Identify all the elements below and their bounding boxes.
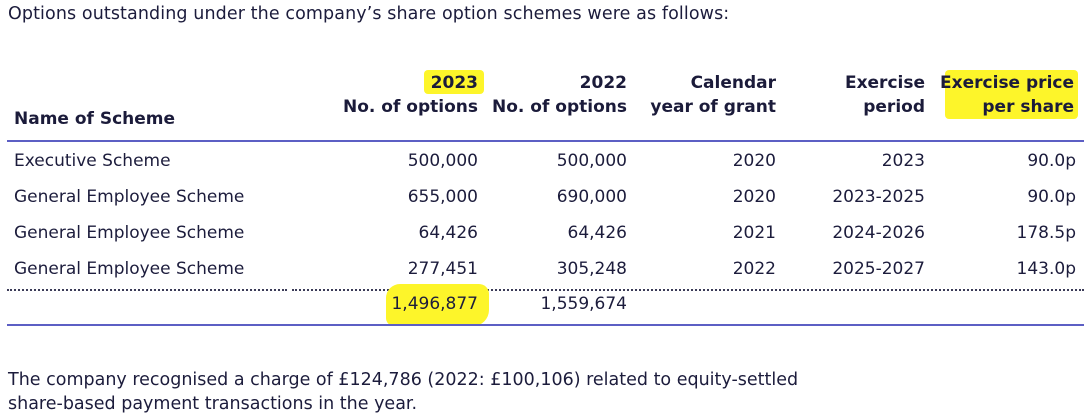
cell-grant-year: 2020: [732, 151, 776, 171]
cell-exercise-period: 2024-2026: [832, 223, 925, 243]
cell-grant-year: 2020: [732, 187, 776, 207]
subtotal-rule-1: [7, 289, 287, 291]
total-2022: 1,559,674: [540, 294, 627, 314]
header-scheme: Name of Scheme: [14, 109, 176, 129]
header-period-1: Exercise: [844, 73, 925, 93]
cell-scheme: General Employee Scheme: [14, 259, 245, 279]
header-price-1: Exercise price: [940, 73, 1074, 93]
intro-text: Options outstanding under the company’s …: [8, 4, 730, 24]
header-price-2: per share: [982, 97, 1074, 117]
cell-2022: 690,000: [556, 187, 627, 207]
header-2022-label: No. of options: [492, 97, 627, 117]
cell-2022: 64,426: [567, 223, 627, 243]
cell-exercise-period: 2025-2027: [832, 259, 925, 279]
highlight-2023-header: [424, 70, 484, 94]
cell-exercise-price: 90.0p: [1027, 187, 1076, 207]
footer-line-2: share-based payment transactions in the …: [8, 394, 418, 414]
total-2023: 1,496,877: [391, 294, 478, 314]
cell-scheme: Executive Scheme: [14, 151, 171, 171]
cell-grant-year: 2021: [732, 223, 776, 243]
subtotal-rule-2: [292, 289, 1084, 291]
cell-2023: 277,451: [407, 259, 478, 279]
cell-scheme: General Employee Scheme: [14, 223, 245, 243]
highlight-price-header: [945, 70, 1078, 119]
cell-2023: 64,426: [418, 223, 478, 243]
cell-exercise-price: 178.5p: [1016, 223, 1076, 243]
cell-exercise-price: 90.0p: [1027, 151, 1076, 171]
cell-exercise-period: 2023: [881, 151, 925, 171]
header-rule: [7, 140, 1084, 142]
total-rule: [7, 324, 1084, 326]
footer-text: The company recognised a charge of £124,…: [8, 368, 798, 416]
cell-2022: 305,248: [556, 259, 627, 279]
header-2022-year: 2022: [579, 73, 627, 93]
footer-line-1: The company recognised a charge of £124,…: [8, 370, 799, 390]
header-grant-2: year of grant: [650, 97, 776, 117]
cell-2023: 655,000: [407, 187, 478, 207]
cell-exercise-price: 143.0p: [1016, 259, 1076, 279]
cell-scheme: General Employee Scheme: [14, 187, 245, 207]
cell-2023: 500,000: [407, 151, 478, 171]
cell-grant-year: 2022: [732, 259, 776, 279]
header-2023-year: 2023: [430, 73, 478, 93]
header-grant-1: Calendar: [690, 73, 776, 93]
cell-exercise-period: 2023-2025: [832, 187, 925, 207]
cell-2022: 500,000: [556, 151, 627, 171]
header-period-2: period: [863, 97, 925, 117]
header-2023-label: No. of options: [343, 97, 478, 117]
highlight-total-2023: [386, 284, 489, 326]
